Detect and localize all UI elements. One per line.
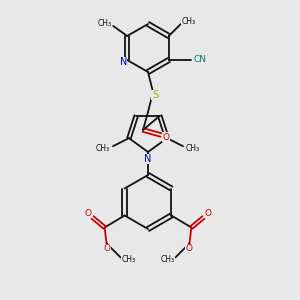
Text: CN: CN (193, 56, 206, 64)
Text: O: O (163, 133, 170, 142)
Text: CH₃: CH₃ (122, 255, 136, 264)
Text: N: N (144, 154, 152, 164)
Text: CH₃: CH₃ (182, 16, 196, 26)
Text: O: O (103, 244, 110, 253)
Text: CH₃: CH₃ (97, 19, 111, 28)
Text: CH₃: CH₃ (96, 144, 110, 153)
Text: CH₃: CH₃ (186, 144, 200, 153)
Text: N: N (119, 57, 127, 67)
Text: S: S (152, 90, 158, 100)
Text: O: O (186, 244, 193, 253)
Text: O: O (84, 209, 91, 218)
Text: CH₃: CH₃ (160, 255, 174, 264)
Text: O: O (205, 209, 212, 218)
